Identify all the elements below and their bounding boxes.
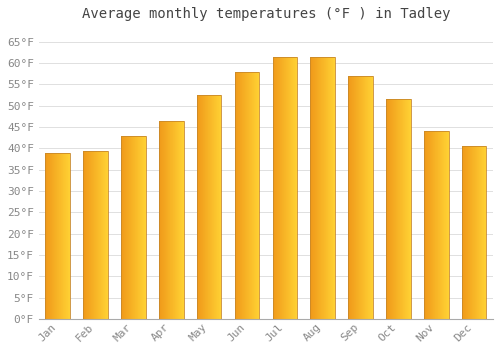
Bar (159, 121, 184, 319)
Bar (234, 72, 260, 319)
Bar (46, 153, 70, 319)
Bar (121, 135, 146, 319)
Bar (386, 99, 410, 319)
Bar (272, 57, 297, 319)
Bar (310, 57, 335, 319)
Bar (348, 76, 373, 319)
Bar (197, 95, 222, 319)
Bar (84, 150, 108, 319)
Bar (462, 146, 486, 319)
Title: Average monthly temperatures (°F ) in Tadley: Average monthly temperatures (°F ) in Ta… (82, 7, 450, 21)
Bar (424, 131, 448, 319)
